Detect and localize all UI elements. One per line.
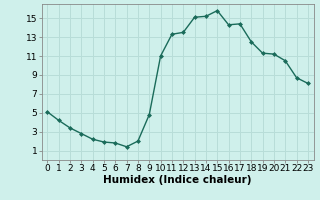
X-axis label: Humidex (Indice chaleur): Humidex (Indice chaleur) xyxy=(103,175,252,185)
